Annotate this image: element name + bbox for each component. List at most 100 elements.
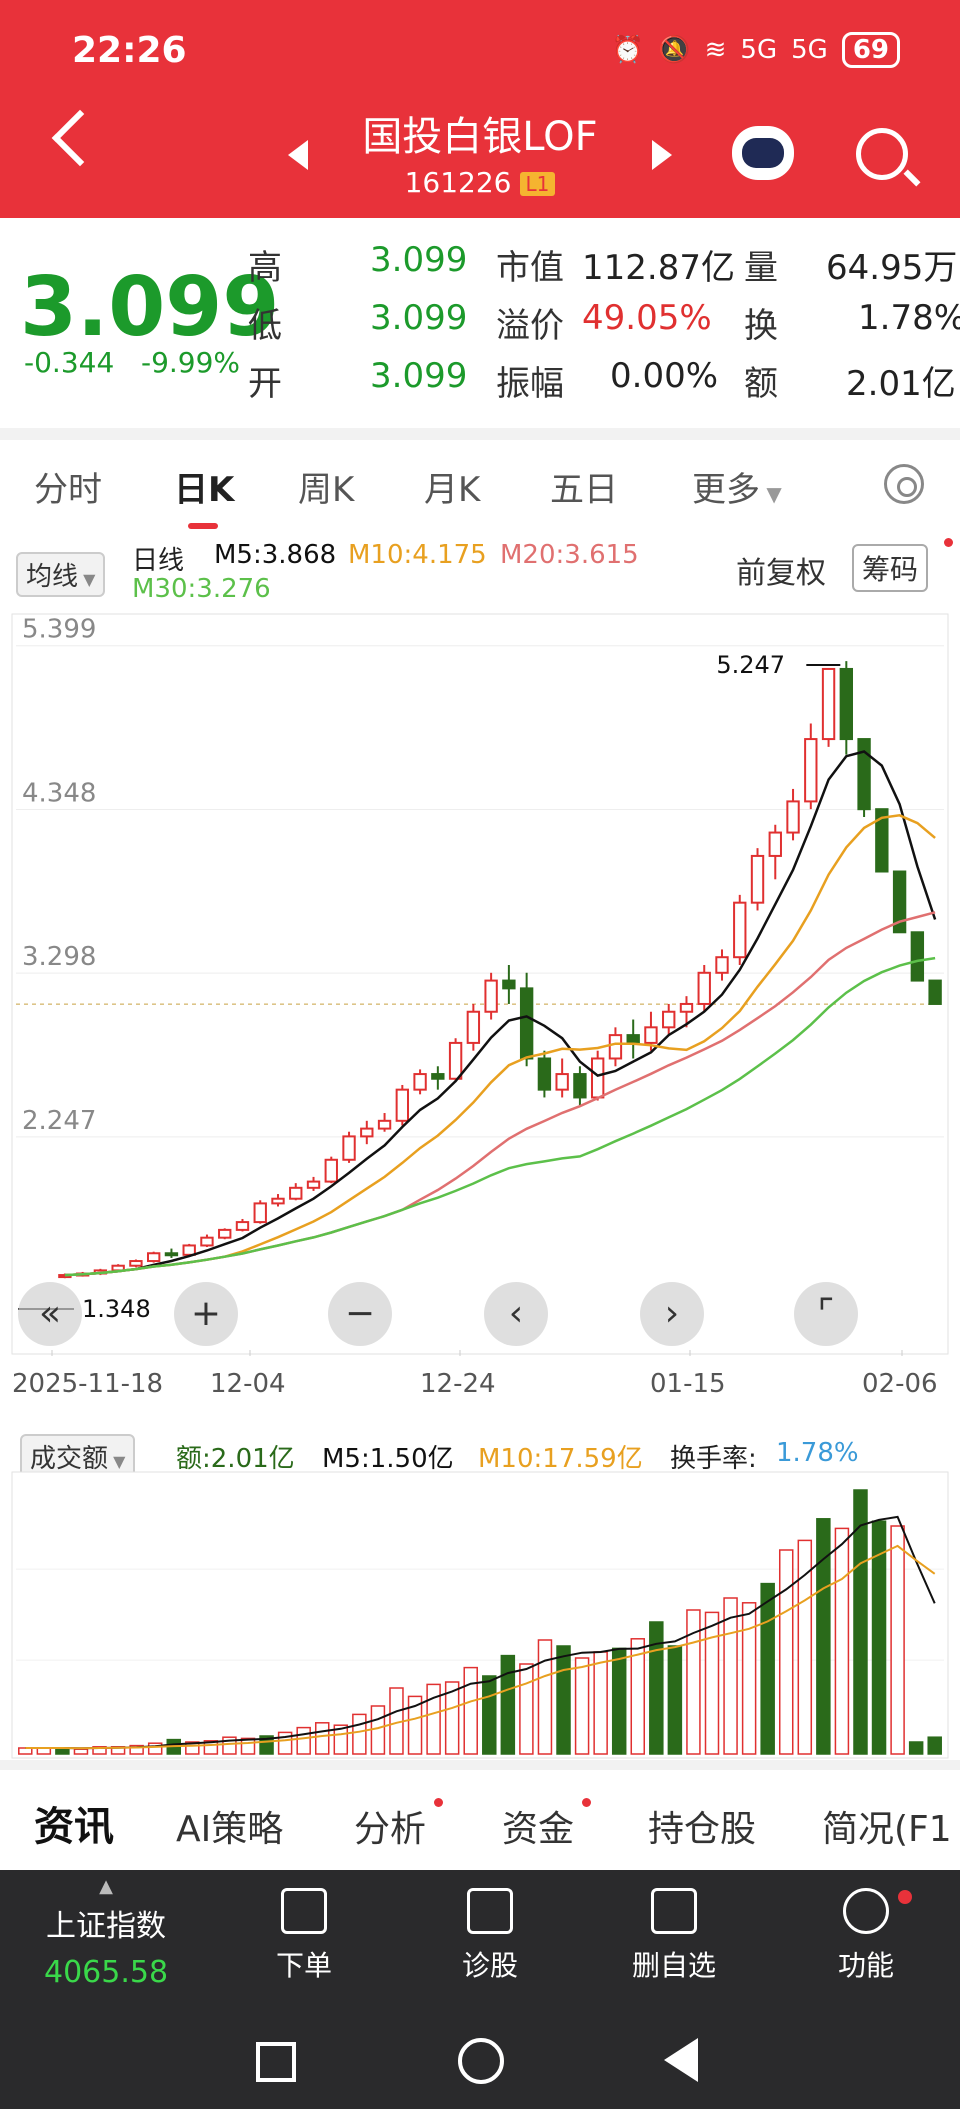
fullscreen-button[interactable]: ⌜	[794, 1282, 858, 1346]
candle-body	[892, 870, 907, 934]
tab-intraday[interactable]: 分时	[34, 470, 102, 510]
order-form-icon	[281, 1888, 327, 1934]
candle-body	[715, 956, 729, 974]
volume-bar	[667, 1645, 683, 1755]
candle-body	[519, 987, 534, 1060]
change-percent: -9.99%	[140, 346, 241, 379]
amount-label: 额	[744, 364, 778, 404]
tab-news[interactable]: 资讯	[34, 1804, 114, 1850]
back-nav-icon[interactable]	[664, 2038, 698, 2082]
candle-body	[342, 1135, 356, 1161]
candle-body	[679, 1002, 694, 1013]
status-time: 22:26	[72, 30, 187, 71]
adjust-mode-label[interactable]: 前复权	[736, 556, 826, 591]
candle-body	[377, 1119, 392, 1130]
volume-bar	[611, 1647, 627, 1755]
functions-label: 功能	[838, 1949, 895, 1982]
ma-selector[interactable]: 均线 ▼	[16, 552, 106, 597]
candle-body	[537, 1057, 552, 1091]
tab-ai-strategy[interactable]: AI策略	[176, 1809, 284, 1850]
volume-label: 量	[744, 248, 778, 288]
scroll-left-button[interactable]: ‹	[484, 1282, 548, 1346]
index-ticker[interactable]: ▲ 上证指数 4065.58	[44, 1876, 168, 1990]
settings-gear-icon[interactable]	[884, 464, 924, 504]
volume-ma10-line	[25, 1544, 936, 1750]
chart-period-tabs: 分时 日K 周K 月K 五日 更多 ▼	[0, 440, 960, 530]
candle-body	[448, 1041, 463, 1080]
chevron-down-icon: ▼	[760, 482, 782, 506]
tab-overview[interactable]: 简况(F1	[822, 1809, 952, 1850]
volume-bar	[593, 1651, 608, 1755]
tab-five-day[interactable]: 五日	[550, 470, 618, 510]
top-header: 22:26 ⏰ 🔕 ≋ 5G 5G 69 国投白银LOF 161226 L1	[0, 0, 960, 218]
candle-body	[662, 1010, 676, 1029]
recent-apps-icon[interactable]	[256, 2042, 296, 2082]
candle-body	[395, 1088, 410, 1122]
volume-bar	[500, 1654, 516, 1755]
volume-ma5-line	[25, 1515, 936, 1750]
divider	[0, 428, 960, 440]
chart-frame	[11, 613, 949, 1355]
candle-body	[857, 738, 871, 811]
volume-bar	[704, 1611, 720, 1755]
amplitude-label: 振幅	[496, 364, 564, 404]
tab-analysis[interactable]: 分析	[354, 1809, 427, 1850]
candlestick-chart[interactable]: 5.399 4.348 3.298 2.247 5.247 1.348 2025-11-1…	[0, 610, 960, 1410]
volume-bar	[834, 1527, 850, 1755]
x-tick-label: 01-15	[650, 1369, 726, 1399]
volume-bar	[927, 1736, 942, 1755]
volume-chart[interactable]	[0, 1470, 960, 1760]
functions-button[interactable]: 功能	[838, 1888, 894, 1984]
candle-body	[164, 1252, 179, 1257]
search-icon[interactable]	[856, 128, 908, 180]
candle-body	[502, 979, 516, 990]
zoom-in-button[interactable]: +	[174, 1282, 238, 1346]
low-label: 低	[248, 306, 282, 346]
tab-monthly-k[interactable]: 月K	[424, 470, 481, 510]
home-icon[interactable]	[458, 2038, 504, 2084]
tab-capital[interactable]: 资金	[502, 1809, 575, 1850]
ma5-line	[64, 750, 937, 1277]
candle-body	[555, 1073, 569, 1091]
turnover-value: 1.78%	[858, 298, 960, 338]
candle-body	[928, 979, 942, 1005]
chevron-down-icon: ▼	[108, 1452, 126, 1471]
volume-bar	[314, 1722, 330, 1755]
volume-bar	[463, 1666, 478, 1755]
chip-distribution-button[interactable]: 筹码	[852, 544, 929, 592]
tab-daily-k[interactable]: 日K	[174, 462, 234, 529]
volume-bar	[370, 1705, 386, 1755]
divider	[0, 1760, 960, 1770]
ma20-value: M20:3.615	[500, 540, 639, 570]
high-label: 高	[248, 248, 282, 288]
candle-body	[200, 1236, 214, 1247]
period-high-label: 5.247	[716, 651, 785, 679]
low-value: 3.099	[370, 298, 468, 338]
volume-bar	[853, 1489, 868, 1755]
volume-bar	[519, 1663, 534, 1755]
remove-watchlist-button[interactable]: 删自选	[632, 1888, 716, 1984]
tab-more[interactable]: 更多 ▼	[692, 462, 782, 511]
stock-diagnosis-label: 诊股	[462, 1949, 519, 1982]
candle-body	[644, 1026, 658, 1044]
rewind-button[interactable]: «	[18, 1282, 82, 1346]
stock-code: 161226	[404, 166, 512, 199]
previous-stock-arrow-icon[interactable]	[288, 140, 308, 170]
volume-bar	[574, 1657, 590, 1755]
ai-assistant-robot-icon[interactable]	[732, 126, 794, 180]
y-tick-label: 2.247	[22, 1106, 96, 1136]
place-order-button[interactable]: 下单	[276, 1888, 332, 1984]
line-type-label: 日线	[132, 546, 185, 576]
candle-body	[697, 971, 711, 1005]
title-block: 国投白银LOF 161226 L1	[0, 104, 960, 199]
tab-weekly-k[interactable]: 周K	[298, 470, 355, 510]
candle-body	[271, 1197, 285, 1205]
next-stock-arrow-icon[interactable]	[652, 140, 672, 170]
zoom-out-button[interactable]: −	[328, 1282, 392, 1346]
price-change: -0.344 -9.99%	[24, 346, 240, 379]
stock-diagnosis-button[interactable]: 诊股	[462, 1888, 518, 1984]
tab-holdings[interactable]: 持仓股	[648, 1809, 757, 1850]
scroll-right-button[interactable]: ›	[640, 1282, 704, 1346]
candle-body	[182, 1244, 196, 1256]
place-order-label: 下单	[276, 1949, 333, 1982]
